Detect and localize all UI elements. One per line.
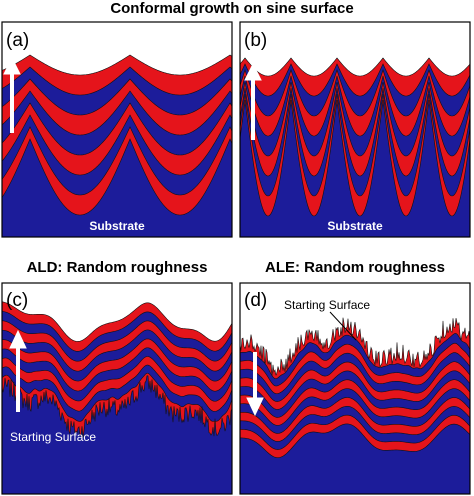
substrate-label: Substrate: [89, 219, 145, 233]
arrows: [3, 56, 264, 417]
layer: [2, 375, 232, 494]
panel-frame: [239, 21, 471, 238]
panel-label: (d): [244, 290, 267, 311]
figure-title: Conformal growth on sine surface: [110, 0, 353, 17]
starting-surface-label: Starting Surface: [10, 430, 96, 444]
layer: [2, 138, 232, 237]
panel-frame: [1, 21, 233, 238]
starting-surface-label: Starting Surface: [284, 298, 370, 312]
panel-a-layers: [2, 54, 232, 237]
panel-label: (c): [6, 290, 28, 311]
panel-frame: [1, 282, 233, 495]
panel-d-layers: [240, 317, 470, 494]
layer: [240, 99, 470, 237]
substrate-label: Substrate: [327, 219, 383, 233]
panel-b-layers: [240, 57, 470, 237]
panel-frame: [239, 282, 471, 495]
panel-title: ALD: Random roughness: [27, 259, 208, 276]
panel-label: (a): [6, 30, 29, 51]
panel-label: (b): [244, 30, 267, 51]
panel-title: ALE: Random roughness: [265, 259, 445, 276]
arrow-head: [246, 397, 264, 417]
panel-c-layers: [2, 301, 232, 494]
layer: [240, 423, 470, 494]
arrow-head: [9, 329, 27, 349]
pointer-line: [329, 311, 357, 341]
arrow-head: [3, 56, 21, 75]
arrow-head: [244, 62, 262, 81]
